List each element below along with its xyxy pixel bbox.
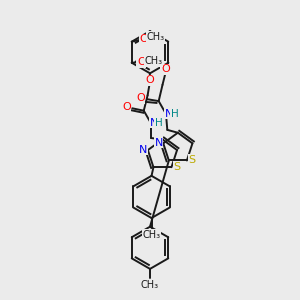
- Text: N: N: [154, 138, 163, 148]
- Text: N: N: [139, 145, 147, 154]
- Text: O: O: [136, 93, 145, 103]
- Text: H: H: [171, 109, 178, 118]
- Text: O: O: [122, 102, 131, 112]
- Text: O: O: [145, 76, 154, 85]
- Text: CH₃: CH₃: [141, 280, 159, 290]
- Text: O: O: [139, 34, 148, 44]
- Text: CH₃: CH₃: [142, 230, 160, 240]
- Text: N: N: [149, 118, 158, 128]
- Text: S: S: [174, 162, 181, 172]
- Text: O: O: [137, 57, 146, 67]
- Text: H: H: [155, 118, 163, 128]
- Text: O: O: [161, 64, 170, 74]
- Text: CH₃: CH₃: [145, 56, 163, 66]
- Text: S: S: [189, 155, 196, 165]
- Text: CH₃: CH₃: [146, 32, 164, 42]
- Text: N: N: [165, 109, 173, 118]
